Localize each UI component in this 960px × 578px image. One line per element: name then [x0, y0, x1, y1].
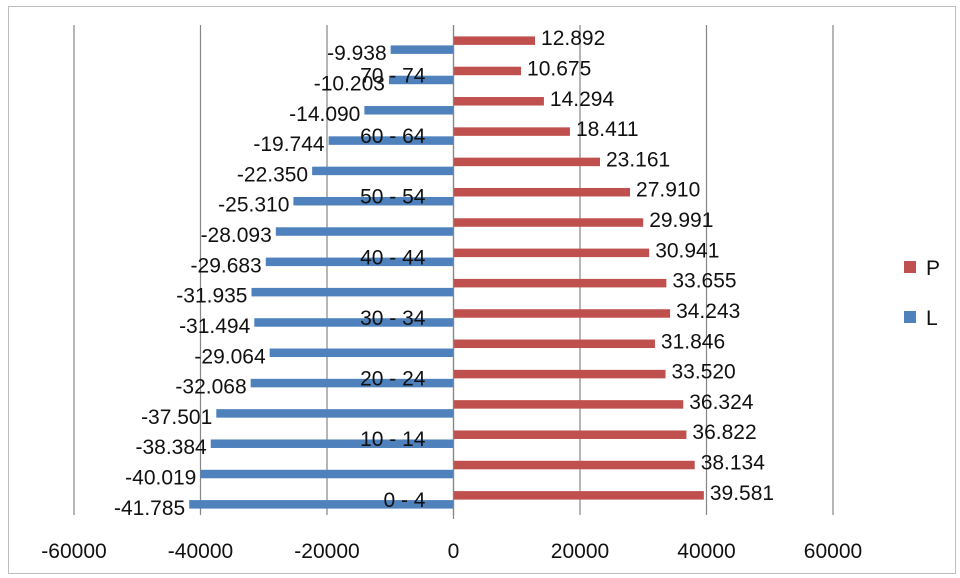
bar-p	[453, 369, 666, 379]
data-label-l: -31.935	[176, 285, 247, 308]
category-label: 70 - 74	[360, 64, 426, 87]
bar-l	[210, 439, 454, 448]
legend-label-l: L	[926, 307, 938, 330]
bar-l	[293, 196, 454, 206]
bar-p	[453, 400, 684, 409]
x-tick-label: 0	[448, 540, 460, 563]
data-label-p: 36.324	[689, 391, 754, 414]
x-tick-label: -20000	[294, 540, 359, 563]
data-label-l: -25.310	[218, 194, 289, 217]
data-label-p: 33.520	[672, 361, 736, 384]
bar-p	[453, 36, 536, 45]
data-label-p: 12.892	[541, 27, 605, 50]
bar-l	[200, 469, 454, 479]
data-label-l: -29.683	[191, 254, 262, 277]
data-label-l: -37.501	[141, 406, 212, 429]
bar-l	[312, 166, 454, 176]
bar-l	[189, 500, 454, 509]
bar-l	[275, 227, 454, 236]
data-label-l: -9.938	[327, 42, 387, 65]
data-label-l: -22.350	[237, 163, 308, 186]
data-label-l: -28.093	[201, 224, 272, 247]
category-label: 50 - 54	[360, 186, 426, 209]
data-label-p: 18.411	[576, 118, 639, 141]
data-label-p: 23.161	[606, 148, 670, 171]
bar-l	[251, 287, 454, 297]
data-label-p: 39.581	[710, 482, 774, 505]
category-label: 60 - 64	[360, 125, 426, 148]
data-label-p: 33.655	[672, 270, 736, 293]
data-label-p: 36.822	[692, 421, 756, 444]
category-label: 10 - 14	[360, 428, 426, 451]
data-label-p: 29.991	[649, 209, 713, 232]
data-label-l: -41.785	[114, 497, 185, 520]
x-tick-label: 20000	[551, 540, 609, 563]
data-label-l: -31.494	[179, 315, 251, 338]
category-label: 0 - 4	[383, 489, 425, 512]
data-label-p: 30.941	[655, 239, 719, 262]
bar-p	[453, 339, 655, 349]
data-label-l: -40.019	[125, 467, 196, 490]
bar-l	[250, 378, 454, 388]
bar-p	[453, 491, 704, 500]
data-label-p: 10.675	[527, 57, 591, 80]
bar-p	[453, 430, 687, 439]
category-label: 40 - 44	[360, 246, 426, 269]
bar-l	[328, 136, 454, 145]
category-label: 20 - 24	[360, 368, 426, 391]
bar-l	[265, 257, 454, 267]
bar-l	[216, 409, 454, 418]
data-label-l: -10.203	[314, 72, 385, 95]
bar-p	[453, 460, 695, 470]
data-label-l: -32.068	[175, 376, 246, 399]
bar-l	[364, 106, 454, 115]
data-label-l: -29.064	[194, 345, 266, 368]
data-label-p: 34.243	[676, 300, 740, 323]
data-label-l: -19.744	[253, 133, 325, 156]
x-tick-label: 60000	[804, 540, 862, 563]
data-label-l: -14.090	[289, 103, 360, 126]
bar-l	[254, 318, 454, 327]
bar-l	[390, 45, 454, 54]
bar-p	[453, 97, 544, 106]
x-tick-label: -60000	[41, 540, 106, 563]
legend-swatch-l	[904, 311, 916, 323]
bar-p	[453, 248, 650, 258]
bar-l	[269, 348, 454, 358]
data-label-l: -38.384	[135, 436, 207, 459]
data-label-p: 31.846	[661, 330, 725, 353]
bar-p	[453, 187, 631, 197]
bar-p	[453, 309, 671, 318]
category-label: 30 - 34	[360, 307, 426, 330]
bar-p	[453, 66, 522, 76]
data-label-p: 27.910	[636, 179, 700, 202]
bar-l	[388, 75, 454, 85]
bar-p	[453, 157, 600, 167]
x-tick-label: 40000	[677, 540, 735, 563]
bar-p	[453, 127, 570, 136]
bar-p	[453, 218, 644, 227]
data-label-p: 14.294	[550, 88, 615, 111]
legend-label-p: P	[926, 257, 940, 280]
x-tick-label: -40000	[168, 540, 233, 563]
bar-p	[453, 278, 667, 288]
legend-swatch-p	[904, 261, 916, 273]
data-label-p: 38.134	[701, 452, 766, 475]
